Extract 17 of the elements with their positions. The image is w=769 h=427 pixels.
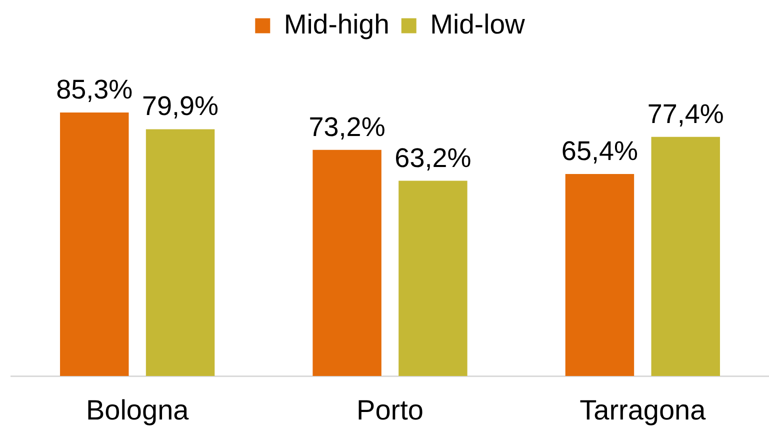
data-label: 63,2%: [394, 142, 472, 173]
data-label: 85,3%: [56, 74, 133, 105]
data-label: 73,2%: [308, 112, 386, 142]
bar: [398, 180, 468, 376]
legend-label: Mid-high: [284, 8, 390, 40]
data-label: 77,4%: [647, 98, 724, 129]
data-label: 65,4%: [561, 136, 638, 166]
data-label: 79,9%: [142, 91, 219, 122]
bar: [651, 136, 720, 376]
bar: [565, 174, 634, 376]
legend-label: Mid-low: [430, 8, 525, 40]
bar: [146, 129, 215, 376]
x-tick-label: Bologna: [86, 394, 190, 426]
bar: [60, 112, 129, 376]
bar: [312, 150, 382, 376]
x-tick-label: Porto: [356, 394, 424, 426]
x-tick-label: Tarragona: [580, 394, 706, 426]
